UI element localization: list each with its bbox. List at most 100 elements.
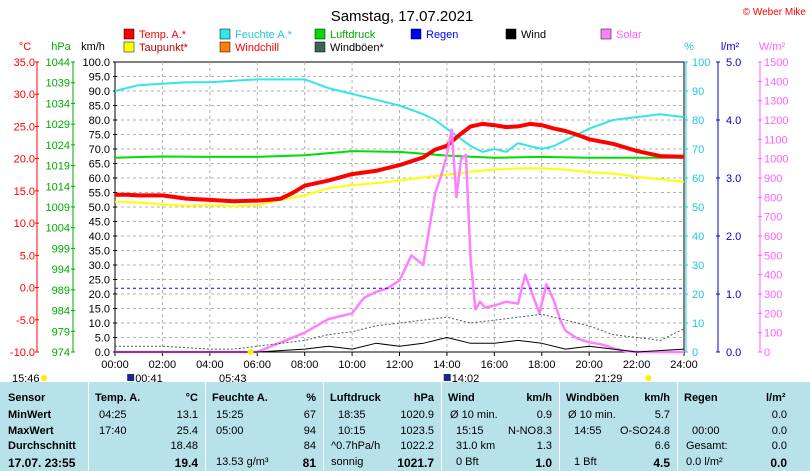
pressure-axis-tick-label: 974 xyxy=(52,347,70,359)
legend-swatch xyxy=(219,28,231,40)
pressure-axis-tick-label: 1044 xyxy=(46,57,70,69)
humidity-avg: 84 xyxy=(303,440,316,452)
x-tick-label: 16:00 xyxy=(481,359,509,371)
chart-axes: 35.0 30.0 25.0 20.0 15.0 10.0 5.0 0.0 -5.0 -10.0 1… xyxy=(10,57,789,371)
humidity-axis-tick-label: 100 xyxy=(692,57,710,69)
sunset-marker xyxy=(645,375,652,381)
temp-current: 19.4 xyxy=(174,456,198,470)
wind-axis-tick-label: 35.0 xyxy=(89,246,110,258)
gusts-avg10-label: Ø 10 min. xyxy=(568,409,616,421)
pressure-axis-tick-label: 1014 xyxy=(46,181,70,193)
x-tick-label: 10:00 xyxy=(338,359,366,371)
abs-humidity: 13.53 g/m³ xyxy=(216,456,269,468)
moonset-icon xyxy=(443,374,451,381)
pressure-axis-tick-label: 1024 xyxy=(46,140,70,152)
row-label-avg: Durchschnitt xyxy=(8,440,76,452)
temp-max: 25.4 xyxy=(176,425,198,437)
wind-axis-tick-label: 60.0 xyxy=(89,173,110,185)
row-label-min: MinWert xyxy=(8,409,52,421)
wind-current: 1.0 xyxy=(535,456,552,470)
humidity-unit: % xyxy=(306,392,316,404)
rain-total-label: Gesamt: xyxy=(686,440,728,452)
legend-label: Temp. A.* xyxy=(139,29,187,41)
series-line xyxy=(115,128,684,354)
temp-column: Temp. A. °C 04:25 13.1 17:40 25.4 18.48 … xyxy=(88,382,206,471)
rain-total: 0.0 xyxy=(771,440,787,452)
pressure-axis-tick-label: 979 xyxy=(52,326,70,338)
temp-axis-tick-label: -10.0 xyxy=(10,347,35,359)
x-tick-label: 14:00 xyxy=(433,359,461,371)
pressure-axis-tick-label: 1004 xyxy=(46,223,70,235)
humidity-header: Feuchte A. xyxy=(212,392,268,404)
legend-label: Taupunkt* xyxy=(139,42,189,54)
humidity-min: 67 xyxy=(303,409,316,421)
pressure-max-time: 10:15 xyxy=(338,425,366,437)
credit-label: © Weber Mike xyxy=(743,7,807,18)
humidity-current: 81 xyxy=(302,456,316,470)
gusts-header: Windböen xyxy=(566,392,620,404)
pressure-forecast: sonnig xyxy=(331,456,364,468)
solar-axis-tick-label: 1400 xyxy=(764,76,788,88)
chart-grid xyxy=(114,61,685,353)
gusts-max-time: 14:55 xyxy=(574,425,602,437)
legend-swatch xyxy=(314,41,326,53)
wind-bft: 0 Bft xyxy=(456,456,479,468)
temp-axis-tick-label: 20.0 xyxy=(14,154,35,166)
temp-axis-tick-label: 25.0 xyxy=(14,121,35,133)
x-tick-label: 18:00 xyxy=(528,359,556,371)
wind-axis-tick-label: 10.0 xyxy=(89,318,110,330)
solar-axis-tick-label: 0 xyxy=(764,347,770,359)
pressure-current: 1021.7 xyxy=(397,456,434,470)
humidity-axis-tick-label: 90 xyxy=(692,86,704,98)
wind-axis-tick-label: 0.0 xyxy=(95,347,110,359)
wind-axis-tick-label: 20.0 xyxy=(89,289,110,301)
moonset-label: 14:02 xyxy=(452,373,480,382)
weather-chart: Samstag, 17.07.2021 © Weber Mike Temp. A… xyxy=(10,7,807,382)
wind-avg10-label: Ø 10 min. xyxy=(450,409,498,421)
legend-swatch xyxy=(123,41,135,53)
pressure-axis-tick-label: 1009 xyxy=(46,202,70,214)
pressure-min-time: 18:35 xyxy=(338,409,366,421)
solar-axis-tick-label: 500 xyxy=(764,250,782,262)
rain-axis-tick-label: 5.0 xyxy=(726,57,741,69)
pressure-trend: ^0.7hPa/h xyxy=(331,440,381,452)
wind-header: Wind xyxy=(448,392,475,404)
series-line xyxy=(114,167,685,208)
solar-axis-tick-label: 1300 xyxy=(764,96,788,108)
axis-units: °C hPa km/h% l/m² W/m² xyxy=(19,41,786,53)
wind-axis-tick-label: 80.0 xyxy=(89,115,110,127)
pressure-unit-label: hPa xyxy=(51,41,71,53)
x-tick-label: 24:00 xyxy=(670,359,698,371)
sensor-header: Sensor xyxy=(8,392,46,404)
legend-label: Feuchte A.* xyxy=(235,29,293,41)
wind-axis-tick-label: 25.0 xyxy=(89,275,110,287)
humidity-axis-tick-label: 40 xyxy=(692,231,704,243)
solar-axis-tick-label: 400 xyxy=(764,270,782,282)
solar-axis-tick-label: 1100 xyxy=(764,134,788,146)
wind-unit: km/h xyxy=(526,392,552,404)
legend: Temp. A.* Feuchte A.* Luftdruck Regen Wind So… xyxy=(123,28,642,54)
x-tick-label: 06:00 xyxy=(243,359,271,371)
wind-column: Wind km/h Ø 10 min. 0.9 15:15 N-NO 8.3 3… xyxy=(441,382,560,471)
rain-current: 0.0 xyxy=(770,456,787,470)
wind-axis-tick-label: 45.0 xyxy=(89,217,110,229)
pressure-axis-tick-label: 1039 xyxy=(46,78,70,90)
moon-left-label: 15:46 xyxy=(12,373,40,382)
moon-left-marker xyxy=(41,375,47,381)
series-line xyxy=(114,150,684,159)
statistics-table: Sensor MinWert MaxWert Durchschnitt 17.0… xyxy=(0,382,810,471)
pressure-axis-tick-label: 1034 xyxy=(46,98,70,110)
humidity-axis-tick-label: 50 xyxy=(692,202,704,214)
humidity-max: 94 xyxy=(303,425,316,437)
series-line xyxy=(115,337,685,353)
gusts-avg10: 5.7 xyxy=(654,409,670,421)
wind-axis-tick-label: 70.0 xyxy=(89,144,110,156)
humidity-axis-tick-label: 70 xyxy=(692,144,704,156)
gusts-max-dir: O-SO xyxy=(620,425,649,437)
humidity-axis-tick-label: 0 xyxy=(692,347,698,359)
gusts-column: Windböen km/h Ø 10 min. 5.7 14:55 O-SO 2… xyxy=(559,382,678,471)
series-line xyxy=(115,121,685,204)
x-tick-label: 02:00 xyxy=(149,359,177,371)
pressure-axis-tick-label: 984 xyxy=(52,306,70,318)
temp-axis-tick-label: -5.0 xyxy=(16,315,35,327)
